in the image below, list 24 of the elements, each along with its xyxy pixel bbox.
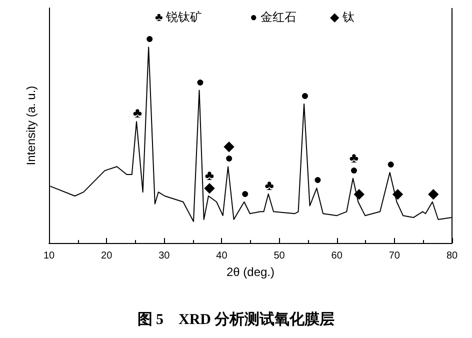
annotation: ● [386, 156, 396, 172]
x-tick-label: 60 [331, 250, 343, 262]
x-tick-label: 80 [446, 250, 458, 262]
annotation: ♣ [264, 177, 274, 194]
caption: 图 5 XRD 分析测试氧化膜层 [137, 311, 335, 328]
x-tick-label: 30 [158, 250, 170, 262]
x-tick-label: 70 [388, 250, 400, 262]
annotation: ♣ [132, 104, 142, 121]
annotation: ● [196, 73, 204, 90]
annotation: ● [145, 30, 154, 46]
x-axis-title: 2θ (deg.) [226, 264, 275, 279]
text: ♣ 锐钛矿 [155, 10, 202, 24]
annotation: ◆ [428, 184, 440, 201]
text: ● 金红石 [250, 10, 297, 24]
annotation: ◆ [224, 138, 235, 154]
annotation: ● [240, 184, 250, 201]
y-axis-title: Intensity (a. u.) [24, 86, 38, 166]
x-tick-label: 10 [43, 250, 55, 262]
annotation: ● [313, 171, 322, 188]
x-tick-label: 40 [216, 250, 228, 262]
text: ◆ 钛 [330, 10, 355, 24]
x-tick-label: 50 [274, 250, 286, 262]
x-tick-label: 20 [101, 250, 113, 262]
annotation: ● [300, 86, 310, 103]
